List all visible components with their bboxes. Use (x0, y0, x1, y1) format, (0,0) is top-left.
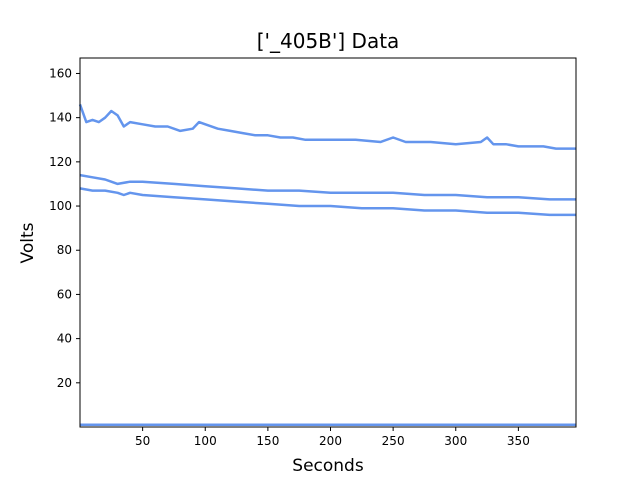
x-axis-title: Seconds (292, 456, 364, 476)
x-tick-label: 50 (135, 434, 150, 448)
y-tick-label: 20 (57, 376, 72, 390)
y-tick-label: 80 (57, 243, 72, 257)
chart-title: ['_405B'] Data (257, 29, 400, 53)
x-tick-label: 350 (507, 434, 530, 448)
y-tick-label: 60 (57, 287, 72, 301)
y-tick-label: 140 (49, 111, 72, 125)
plot-frame (79, 57, 577, 428)
y-tick-label: 160 (49, 66, 72, 80)
x-tick-label: 100 (194, 434, 217, 448)
x-tick-label: 150 (256, 434, 279, 448)
x-tick-label: 200 (319, 434, 342, 448)
y-tick-label: 120 (49, 155, 72, 169)
series-line-3 (79, 187, 576, 217)
x-tick-label: 250 (382, 434, 405, 448)
series-line-2 (79, 173, 576, 201)
y-tick-label: 100 (49, 199, 72, 213)
series-line-1 (78, 103, 576, 150)
x-tick-label: 300 (444, 434, 467, 448)
y-axis-title: Volts (18, 222, 38, 263)
y-tick-label: 40 (57, 332, 72, 346)
